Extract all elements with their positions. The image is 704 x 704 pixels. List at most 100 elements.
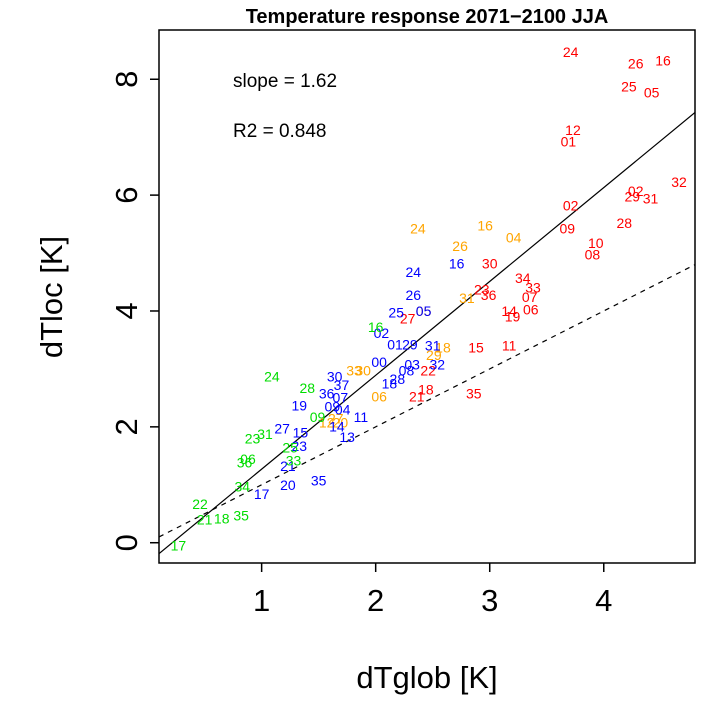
data-point-blue: 23 xyxy=(291,438,307,454)
x-tick-label: 2 xyxy=(367,583,384,618)
data-point-orange: 26 xyxy=(452,238,468,254)
data-point-blue: 00 xyxy=(371,354,387,370)
data-point-blue: 37 xyxy=(334,377,350,393)
data-point-blue: 35 xyxy=(311,473,327,489)
data-point-blue: 08 xyxy=(399,363,415,379)
data-point-orange: 05 xyxy=(416,303,432,319)
data-point-red: 24 xyxy=(563,44,579,60)
data-point-green: 34 xyxy=(234,478,250,494)
data-point-green: 28 xyxy=(299,380,315,396)
data-point-green: 36 xyxy=(237,455,253,471)
data-point-blue: 29 xyxy=(402,336,418,352)
data-point-blue: 13 xyxy=(339,429,355,445)
data-point-red: 09 xyxy=(559,221,575,237)
data-point-blue: 19 xyxy=(291,397,307,413)
data-point-orange: 33 xyxy=(346,363,362,379)
slope-annotation: slope = 1.62 xyxy=(233,71,337,92)
data-point-red: 06 xyxy=(523,302,539,318)
data-point-red: 11 xyxy=(502,338,517,354)
data-point-blue: 14 xyxy=(329,419,345,435)
reference-line xyxy=(159,264,695,538)
data-point-orange: 04 xyxy=(506,229,522,245)
data-point-red: 21 xyxy=(409,389,425,405)
data-point-orange: 30 xyxy=(355,363,371,379)
data-point-red: 27 xyxy=(400,310,416,326)
data-point-blue: 27 xyxy=(274,420,290,436)
data-point-blue: 04 xyxy=(335,401,351,417)
data-point-orange: 20 xyxy=(333,415,349,431)
data-point-red: 36 xyxy=(481,287,497,303)
data-point-blue: 25 xyxy=(388,305,404,321)
data-point-blue: 24 xyxy=(406,264,422,280)
data-point-red: 14 xyxy=(501,303,517,319)
data-point-blue: 30 xyxy=(327,368,343,384)
data-point-red: 02 xyxy=(563,197,579,213)
data-point-green: 06 xyxy=(240,451,256,467)
x-axis-label: dTglob [K] xyxy=(356,660,497,695)
data-point-orange: 29 xyxy=(426,347,442,363)
data-point-red: 26 xyxy=(628,55,644,71)
data-point-green: 25 xyxy=(282,440,298,456)
data-point-red: 29 xyxy=(624,189,640,205)
x-tick-label: 3 xyxy=(481,583,498,618)
data-point-blue: 11 xyxy=(354,409,369,425)
y-tick-label: 2 xyxy=(109,418,144,435)
data-point-blue: 26 xyxy=(406,287,422,303)
data-point-red: 05 xyxy=(644,84,660,100)
data-point-blue: 32 xyxy=(429,357,445,373)
data-point-green: 31 xyxy=(257,426,273,442)
data-point-green: 16 xyxy=(368,319,384,335)
data-point-red: 22 xyxy=(420,363,436,379)
data-point-red: 07 xyxy=(522,289,538,305)
y-tick-label: 4 xyxy=(109,302,144,319)
data-point-red: 34 xyxy=(515,270,531,286)
data-point-blue: 31 xyxy=(425,338,441,354)
data-point-green: 22 xyxy=(192,496,208,512)
data-point-red: 23 xyxy=(474,281,490,297)
data-point-red: 15 xyxy=(468,339,484,355)
data-point-red: 31 xyxy=(643,190,659,206)
data-point-blue: 01 xyxy=(387,336,403,352)
data-point-green: 09 xyxy=(310,409,326,425)
data-point-red: 19 xyxy=(505,309,521,325)
data-point-green: 35 xyxy=(233,507,249,523)
data-point-orange: 31 xyxy=(459,290,475,306)
y-tick-label: 0 xyxy=(109,534,144,551)
data-point-blue: 16 xyxy=(449,255,465,271)
data-point-green: 33 xyxy=(286,452,302,468)
data-point-blue: 21 xyxy=(280,458,296,474)
data-point-red: 16 xyxy=(655,53,671,69)
data-point-red: 01 xyxy=(561,134,577,150)
data-point-red: 33 xyxy=(525,280,541,296)
data-point-blue: 03 xyxy=(404,357,420,373)
data-point-blue: 20 xyxy=(280,477,296,493)
plot-frame xyxy=(158,29,696,564)
data-point-red: 28 xyxy=(617,215,633,231)
data-point-orange: 24 xyxy=(410,221,426,237)
data-point-orange: 12 xyxy=(319,415,335,431)
data-point-red: 30 xyxy=(482,255,498,271)
regression-line xyxy=(159,112,695,555)
data-point-green: 21 xyxy=(197,511,213,527)
data-point-blue: 15 xyxy=(293,425,309,441)
data-point-green: 17 xyxy=(171,537,187,553)
data-point-blue: 36 xyxy=(319,386,335,402)
data-point-green: 18 xyxy=(214,510,230,526)
data-point-red: 35 xyxy=(466,386,482,402)
x-tick-label: 1 xyxy=(253,583,270,618)
data-point-red: 18 xyxy=(418,382,434,398)
data-point-red: 02 xyxy=(628,183,644,199)
data-point-green: 23 xyxy=(245,430,261,446)
data-point-blue: 07 xyxy=(333,390,349,406)
data-point-blue: 05 xyxy=(416,303,432,319)
data-point-blue: 02 xyxy=(374,325,390,341)
y-tick-label: 8 xyxy=(109,71,144,88)
data-point-orange: 18 xyxy=(435,339,451,355)
data-point-orange: 27 xyxy=(328,411,344,427)
data-point-blue: 18 xyxy=(382,375,398,391)
y-tick-label: 6 xyxy=(109,186,144,203)
data-point-blue: 17 xyxy=(254,486,270,502)
y-axis-label: dTloc [K] xyxy=(34,236,69,358)
data-point-orange: 06 xyxy=(371,389,387,405)
data-point-orange: 16 xyxy=(477,218,493,234)
